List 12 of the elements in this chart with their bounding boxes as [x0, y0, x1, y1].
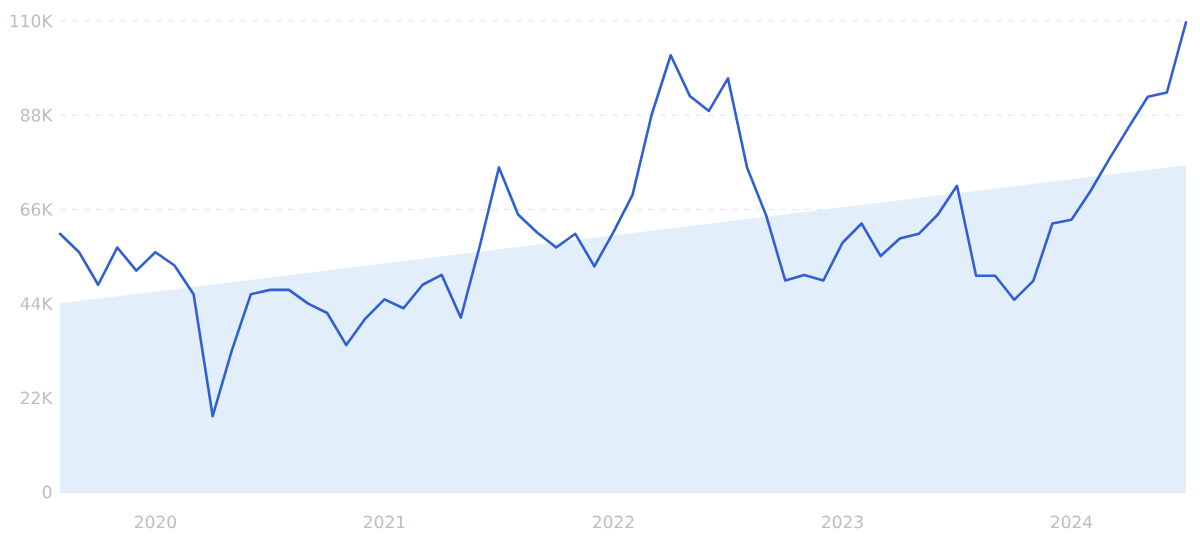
- y-tick-label: 44K: [20, 297, 53, 310]
- y-tick-label: 88K: [20, 108, 53, 122]
- x-tick-label: 2020: [135, 515, 176, 529]
- x-tick-label: 2021: [364, 515, 405, 529]
- x-tick-label: 2023: [822, 515, 863, 529]
- y-tick-label: 0: [42, 485, 52, 499]
- y-tick-label: 66K: [20, 202, 53, 216]
- y-tick-label: 110K: [10, 14, 53, 28]
- y-tick-label: 22K: [20, 391, 53, 405]
- x-tick-label: 2024: [1051, 515, 1093, 529]
- x-tick-label: 2022: [593, 515, 634, 529]
- line-series: [58, 20, 1188, 418]
